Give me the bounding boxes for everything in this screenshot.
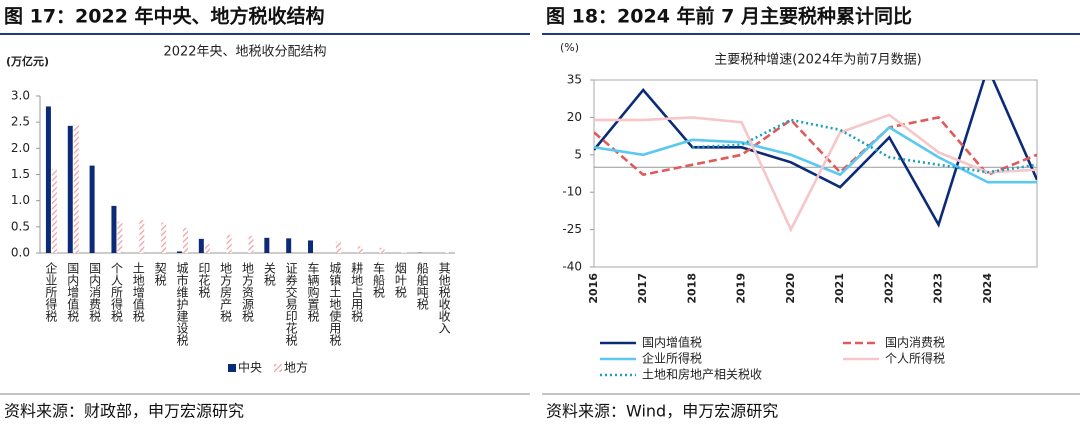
y-tick-label: 20 [567,110,582,124]
x-tick-label: 2020 [784,273,797,304]
bar [286,238,292,253]
legend-label: 个人所得税 [885,351,945,366]
y-unit: (%) [560,41,579,54]
y-tick-label: -10 [562,185,582,199]
x-tick-label: 2024 [981,273,994,304]
bar [445,251,451,253]
bar [182,227,188,253]
bar [379,247,385,253]
y-tick-label: 1.5 [11,167,30,181]
y-tick-label: 35 [567,73,582,87]
x-tick-label: 2017 [636,273,649,304]
legend-swatch [228,364,236,372]
chart-title: 主要税种增速(2024年为前7月数据) [714,52,922,68]
source: 资料来源：财政部，申万宏源研究 [4,402,244,421]
bar [73,124,79,254]
x-tick-label: 印花税 [197,262,211,299]
x-tick-label: 2022 [882,273,895,304]
source: 资料来源：Wind，申万宏源研究 [546,402,778,421]
bar [226,234,232,253]
bar [67,125,73,253]
y-tick-label: 0.0 [11,246,30,260]
x-tick-label: 地方资源税 [241,262,255,323]
legend-label: 中央 [238,360,262,375]
legend-swatch [274,364,282,372]
legend-label: 地方 [284,360,308,375]
bar [248,235,254,253]
x-tick-label: 国内增值税 [66,262,80,323]
y-tick-label: 2.5 [11,115,30,129]
legend-label: 国内消费税 [885,336,945,350]
x-tick-label: 契税 [153,262,167,287]
y-tick-label: 1.0 [11,193,30,207]
bar [161,222,167,253]
plot-frame [593,79,1038,268]
figure-title: 图 17：2022 年中央、地方税收结构 [4,5,325,28]
bar [204,244,210,253]
x-tick-label: 企业所得税 [44,261,58,323]
bar [117,221,123,253]
bar [111,205,117,253]
bar [264,237,270,253]
line [594,113,1037,233]
legend-label: 土地和房地产相关税收 [642,367,762,382]
y-tick-label: -40 [562,260,582,274]
x-tick-label: 地方房产税 [219,262,233,323]
y-tick-label: -25 [562,222,582,236]
x-tick-label: 2018 [685,273,698,304]
line [594,115,1037,177]
y-tick-label: 3.0 [11,89,30,103]
bar [89,165,95,253]
x-tick-label: 2021 [833,273,846,304]
x-tick-label: 2023 [932,273,945,304]
x-tick-label: 耕地占用税 [350,261,364,323]
figure-title: 图 18：2024 年前 7 月主要税种累计同比 [546,5,912,28]
bar [139,220,145,253]
y-tick-label: 2.0 [11,141,30,155]
bar [401,252,407,253]
legend-label: 企业所得税 [642,351,702,366]
bar [51,169,57,253]
bar [357,246,363,253]
x-tick-label: 证券交易印花税 [284,262,298,347]
x-tick-label: 城市维护建设税 [175,262,189,347]
x-tick-label: 国内消费税 [88,262,102,323]
y-tick-label: 0.5 [11,219,30,233]
bar [45,106,51,253]
x-tick-label: 土地增值税 [131,262,145,323]
bar [308,240,314,253]
x-tick-label: 2016 [587,273,600,304]
x-tick-label: 船舶吨税 [415,262,429,311]
x-tick-label: 烟叶税 [393,262,407,299]
y-tick-label: 5 [574,147,582,161]
x-tick-label: 车船税 [372,261,386,299]
line [594,80,1037,228]
bar [335,241,341,253]
x-tick-label: 车辆购置税 [306,261,320,323]
chart-title: 2022年央、地税收分配结构 [163,45,326,60]
x-tick-label: 2019 [735,273,748,304]
legend-label: 国内增值税 [642,335,702,350]
x-tick-label: 其他税收收入 [437,262,451,334]
x-tick-label: 城镇土地使用税 [328,262,342,347]
x-tick-label: 关税 [262,262,276,287]
y-unit: (万亿元) [6,54,49,68]
x-tick-label: 个人所得税 [109,262,123,323]
bar [176,251,182,253]
bar [198,238,204,253]
